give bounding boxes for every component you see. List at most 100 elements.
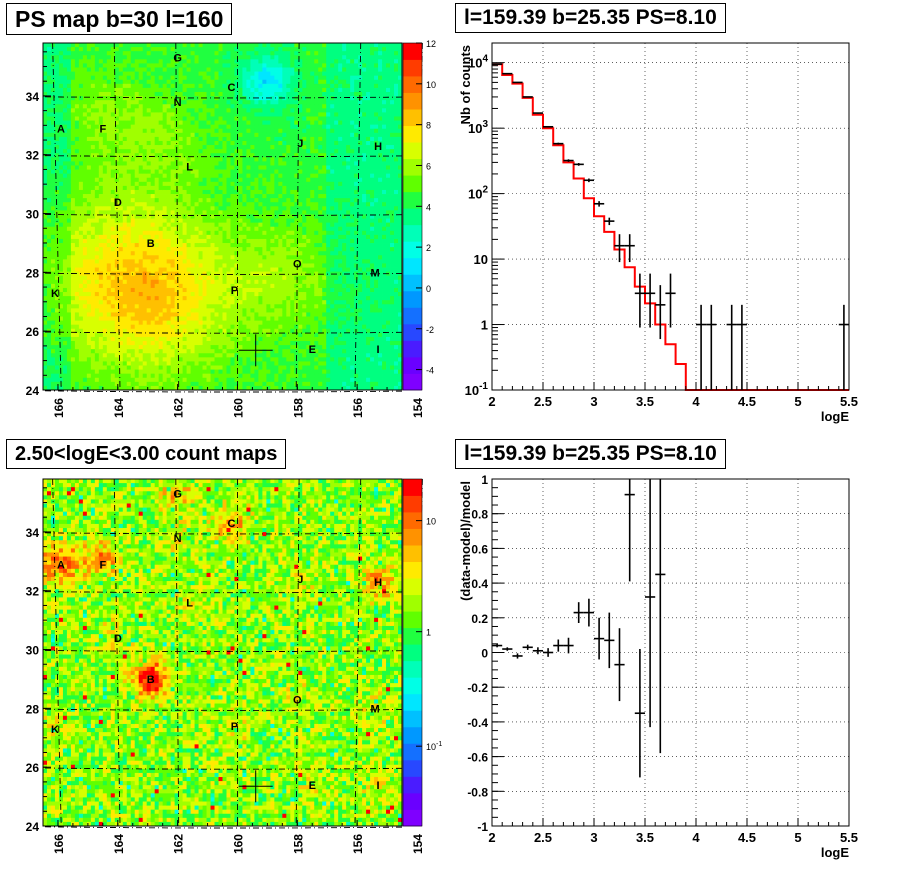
heatmap-cell [210,104,215,109]
heatmap-cell [142,91,148,97]
heatmap-cell [270,145,275,150]
heatmap-cell [186,128,191,134]
heatmap-cell [266,304,271,309]
heatmap-cell [174,91,180,97]
heatmap-cell [150,128,156,134]
heatmap-cell [178,185,184,191]
heatmap-cell [274,169,279,175]
heatmap-cell [230,181,235,187]
heatmap-cell [114,275,120,281]
heatmap-cell [218,365,223,370]
heatmap-cell [198,369,203,375]
heatmap-cell [78,275,84,281]
heatmap-cell [270,71,275,77]
heatmap-cell [142,87,148,93]
heatmap-cell [206,169,211,175]
heatmap-cell [130,226,136,232]
heatmap-cell [210,296,215,301]
heatmap-cell [82,202,88,207]
heatmap-cell [238,100,243,105]
heatmap-cell [138,100,144,105]
heatmap-cell [210,234,215,240]
heatmap-cell [50,247,56,252]
heatmap-cell [70,357,76,362]
heatmap-cell [162,345,168,350]
heatmap-cell [66,218,72,224]
heatmap-cell [186,230,191,236]
heatmap-cell [142,136,148,142]
heatmap-cell [222,214,227,219]
heatmap-cell [246,59,251,64]
heatmap-cell [110,91,116,97]
heatmap-cell [66,234,72,240]
heatmap-cell [246,181,251,187]
heatmap-cell [198,234,203,240]
heatmap-cell [66,324,72,330]
heatmap-cell [158,87,164,93]
heatmap-cell [254,316,259,321]
heatmap-cell [258,349,263,354]
heatmap-cell [162,267,168,273]
heatmap-cell [198,161,203,166]
heatmap-cell [94,112,100,117]
heatmap-cell [58,336,64,342]
heatmap-cell [154,332,160,338]
heatmap-cell [46,259,52,264]
heatmap-cell [46,194,52,199]
heatmap-cell [254,369,259,375]
heatmap-cell [214,381,219,387]
heatmap-cell [246,185,251,191]
heatmap-cell [122,185,128,191]
heatmap-cell [150,79,156,85]
heatmap-cell [266,385,271,391]
heatmap-cell [170,324,176,330]
heatmap-cell [198,275,203,281]
heatmap-cell [50,226,56,232]
heatmap-cell [130,100,136,105]
heatmap-cell [266,120,271,126]
heatmap-cell [142,381,148,387]
heatmap-cell [250,153,255,158]
heatmap-cell [198,128,203,134]
heatmap-cell [258,79,263,85]
heatmap-cell [170,345,176,350]
heatmap-cell [182,202,187,207]
heatmap-cell [54,316,60,321]
heatmap-cell [250,341,255,346]
heatmap-cell [202,185,207,191]
heatmap-cell [122,181,128,187]
heatmap-cell [126,324,132,330]
heatmap-cell [46,87,52,93]
heatmap-cell [206,173,211,179]
heatmap-cell [266,308,271,313]
heatmap-cell [126,320,132,326]
heatmap-cell [46,234,52,240]
heatmap-cell [162,377,168,383]
heatmap-cell [234,177,239,183]
heatmap-cell [258,177,263,183]
heatmap-cell [238,120,243,126]
heatmap-cell [126,279,132,285]
heatmap-cell [150,43,156,48]
heatmap-cell [86,365,92,370]
heatmap-cell [242,43,247,48]
heatmap-cell [82,275,88,281]
heatmap-cell [194,79,199,85]
heatmap-cell [178,234,184,240]
heatmap-cell [178,47,184,52]
heatmap-cell [78,238,84,244]
heatmap-cell [130,145,136,150]
heatmap-cell [254,149,259,154]
heatmap-cell [194,336,199,342]
heatmap-cell [102,365,108,370]
heatmap-cell [130,157,136,162]
heatmap-cell [238,320,243,326]
heatmap-cell [134,304,140,309]
heatmap-cell [110,79,116,85]
heatmap-cell [154,287,160,293]
heatmap-cell [43,71,48,77]
heatmap-cell [210,316,215,321]
heatmap-cell [202,202,207,207]
heatmap-cell [146,377,152,383]
heatmap-cell [66,104,72,109]
